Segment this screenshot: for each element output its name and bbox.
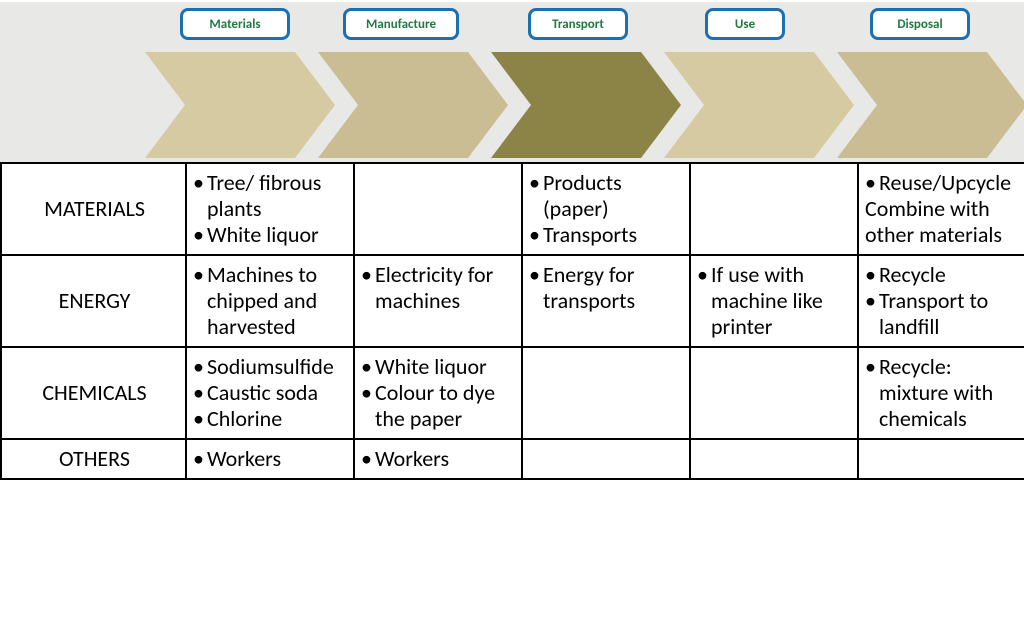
bullet-item: Tree/ fibrous plants	[207, 170, 349, 222]
stage-label-transport: Transport	[528, 8, 628, 40]
bullet-item: Workers	[375, 446, 517, 472]
chevron-manufacture	[318, 52, 508, 158]
row-header-materials: MATERIALS	[1, 163, 186, 255]
cell-trailing-text: Combine with other materials	[865, 196, 1021, 248]
cell-materials-transport: Products (paper) Transports	[522, 163, 690, 255]
bullet-item: Reuse/Upcycle	[879, 170, 1021, 196]
cell-others-disposal	[858, 439, 1024, 479]
table-row: ENERGY Machines to chipped and harvested E…	[1, 255, 1024, 347]
cell-others-transport	[522, 439, 690, 479]
chevron-materials	[145, 52, 335, 158]
cell-others-use	[690, 439, 858, 479]
bullet-item: Transport to landfill	[879, 288, 1021, 340]
cell-energy-materials: Machines to chipped and harvested	[186, 255, 354, 347]
cell-materials-manufacture	[354, 163, 522, 255]
cell-materials-materials: Tree/ fibrous plantsWhite liquor	[186, 163, 354, 255]
cell-others-manufacture: Workers	[354, 439, 522, 479]
bullet-item: Products (paper)	[543, 170, 685, 222]
cell-energy-use: If use with machine like printer	[690, 255, 858, 347]
bullet-item: Chlorine	[207, 406, 349, 432]
cell-chemicals-transport	[522, 347, 690, 439]
chevron-disposal	[837, 52, 1024, 158]
bullet-item: Sodiumsulfide	[207, 354, 349, 380]
lifecycle-matrix-table: MATERIALSTree/ fibrous plantsWhite liquo…	[0, 162, 1024, 480]
cell-chemicals-manufacture: White liquor Colour to dye the paper	[354, 347, 522, 439]
bullet-item: Colour to dye the paper	[375, 380, 517, 432]
bullet-item: If use with machine like printer	[711, 262, 853, 340]
chevron-transport	[491, 52, 681, 158]
bullet-item: Electricity for machines	[375, 262, 517, 314]
bullet-item: Transports	[543, 222, 685, 248]
row-header-chemicals: CHEMICALS	[1, 347, 186, 439]
bullet-item: Recycle	[879, 262, 1021, 288]
bullet-item: White liquor	[375, 354, 517, 380]
bullet-item: Recycle: mixture with chemicals	[879, 354, 1021, 432]
stage-label-disposal: Disposal	[870, 8, 970, 40]
cell-materials-disposal: Reuse/UpcycleCombine with other material…	[858, 163, 1024, 255]
table-row: OTHERS Workers Workers	[1, 439, 1024, 479]
bullet-item: White liquor	[207, 222, 349, 248]
cell-materials-use	[690, 163, 858, 255]
lifecycle-stage-banner: Materials Manufacture Transport Use Disposal	[0, 2, 1024, 162]
chevron-use	[664, 52, 854, 158]
bullet-item: Workers	[207, 446, 349, 472]
cell-others-materials: Workers	[186, 439, 354, 479]
table-row: CHEMICALSSodiumsulfideCaustic soda Chlor…	[1, 347, 1024, 439]
cell-chemicals-materials: SodiumsulfideCaustic soda Chlorine	[186, 347, 354, 439]
table-row: MATERIALSTree/ fibrous plantsWhite liquo…	[1, 163, 1024, 255]
row-header-energy: ENERGY	[1, 255, 186, 347]
cell-energy-disposal: RecycleTransport to landfill	[858, 255, 1024, 347]
bullet-item: Machines to chipped and harvested	[207, 262, 349, 340]
cell-energy-transport: Energy for transports	[522, 255, 690, 347]
stage-label-use: Use	[705, 8, 785, 40]
cell-energy-manufacture: Electricity for machines	[354, 255, 522, 347]
stage-label-manufacture: Manufacture	[343, 8, 459, 40]
cell-chemicals-disposal: Recycle: mixture with chemicals	[858, 347, 1024, 439]
stage-label-materials: Materials	[180, 8, 290, 40]
bullet-item: Caustic soda	[207, 380, 349, 406]
row-header-others: OTHERS	[1, 439, 186, 479]
cell-chemicals-use	[690, 347, 858, 439]
bullet-item: Energy for transports	[543, 262, 685, 314]
